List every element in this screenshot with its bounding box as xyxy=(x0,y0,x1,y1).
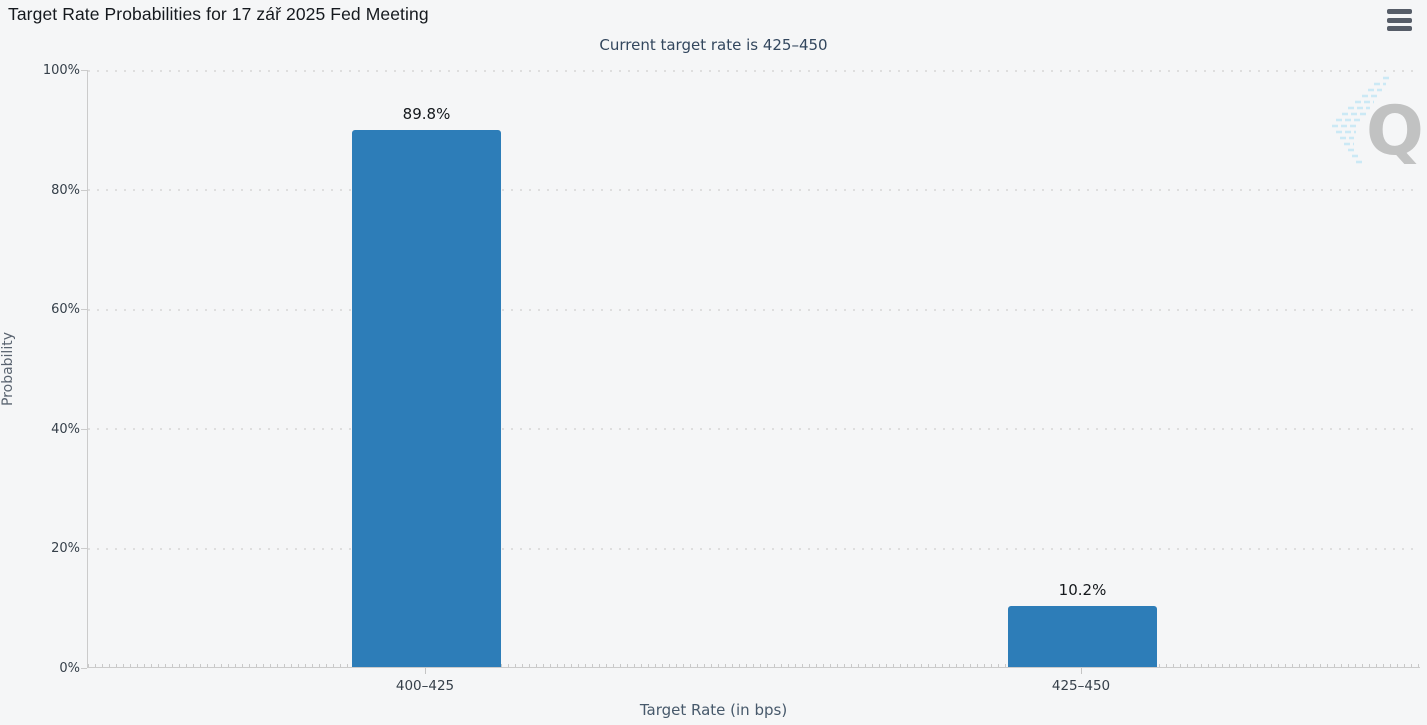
y-axis-title: Probability xyxy=(0,332,16,407)
xtick-mark xyxy=(425,668,426,674)
ytick-mark xyxy=(81,70,87,71)
chart-title: Target Rate Probabilities for 17 zář 202… xyxy=(8,4,429,24)
xtick-label-400-425: 400–425 xyxy=(395,678,455,694)
bar-value-label: 10.2% xyxy=(1058,581,1107,600)
plot-area: 89.8% 10.2% xyxy=(87,70,1420,668)
ytick-20: 20% xyxy=(51,541,80,556)
chart-subtitle: Current target rate is 425–450 xyxy=(599,36,828,54)
ytick-mark xyxy=(81,309,87,310)
gridline-80 xyxy=(88,189,1420,191)
xtick-label-425-450: 425–450 xyxy=(1051,678,1111,694)
ytick-100: 100% xyxy=(42,63,80,78)
ytick-mark xyxy=(81,668,87,669)
ytick-80: 80% xyxy=(51,183,80,198)
ytick-0: 0% xyxy=(59,661,80,676)
gridline-60 xyxy=(88,309,1420,311)
hamburger-menu-icon[interactable] xyxy=(1387,9,1412,31)
bar-value-label: 89.8% xyxy=(402,105,451,123)
gridline-20 xyxy=(88,548,1420,550)
gridline-100 xyxy=(88,70,1420,72)
gridline-40 xyxy=(88,428,1420,430)
ytick-40: 40% xyxy=(51,422,80,437)
ytick-mark xyxy=(81,190,87,191)
ytick-mark xyxy=(81,548,87,549)
ytick-mark xyxy=(81,429,87,430)
bar-group-425-450: 10.2% xyxy=(1008,69,1157,667)
bar-400-425[interactable] xyxy=(352,130,501,667)
xtick-mark xyxy=(1081,668,1082,674)
x-axis-minor-ticks xyxy=(88,664,1420,667)
ytick-60: 60% xyxy=(51,302,80,317)
bar-425-450[interactable] xyxy=(1008,606,1157,667)
bar-group-400-425: 89.8% xyxy=(352,69,501,667)
x-axis-title: Target Rate (in bps) xyxy=(639,701,788,719)
